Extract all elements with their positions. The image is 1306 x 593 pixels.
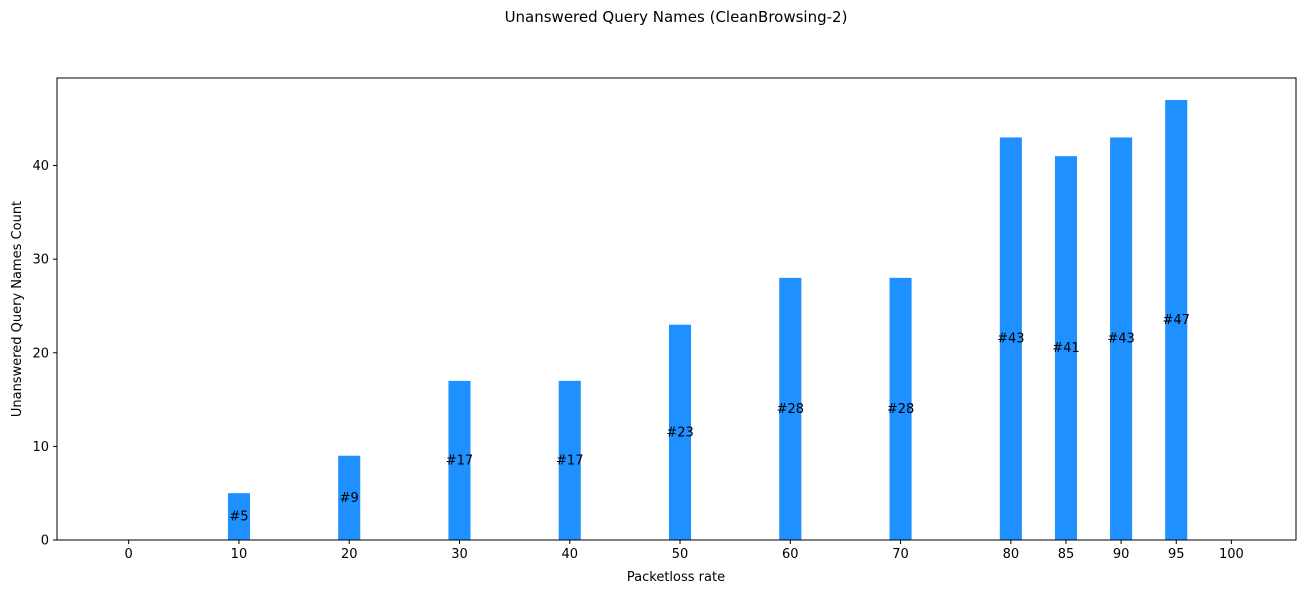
y-axis: 0 10 20 30 40	[32, 159, 57, 549]
bar-value-label: #41	[1052, 341, 1079, 356]
bar-10	[227, 493, 250, 540]
x-tick-label: 100	[1219, 547, 1244, 562]
x-tick-label: 0	[125, 547, 133, 562]
bar-20	[338, 455, 361, 540]
plot-frame	[56, 77, 1297, 541]
chart-title: Unanswered Query Names (CleanBrowsing-2)	[505, 8, 848, 26]
bar-95	[1165, 100, 1188, 540]
bar-value-label: #17	[556, 453, 583, 468]
y-tick-label: 20	[32, 346, 49, 361]
x-tick-label: 95	[1168, 547, 1185, 562]
x-tick-label: 50	[672, 547, 689, 562]
x-tick-label: 80	[1003, 547, 1020, 562]
x-tick-label: 90	[1113, 547, 1130, 562]
bar-value-label: #17	[446, 453, 473, 468]
x-tick-label: 10	[231, 547, 248, 562]
x-tick-label: 40	[561, 547, 578, 562]
y-tick-label: 10	[32, 440, 49, 455]
bar-value-label: #5	[229, 510, 248, 525]
x-tick-label: 70	[892, 547, 909, 562]
y-tick-label: 30	[32, 253, 49, 268]
bar-value-label: #28	[887, 402, 914, 417]
bar-value-label: #23	[666, 425, 693, 440]
bar-value-label: #9	[340, 491, 359, 506]
x-axis: 0 10 20 30 40 50 60 70 80 85 90 95 100	[125, 540, 1244, 562]
plot-area: #5 #9 #17 #17 #23 #28 #28 #43 #41 #43 #47	[227, 100, 1190, 540]
bar-50	[669, 324, 692, 540]
bar-80	[999, 137, 1022, 540]
bar-85	[1054, 156, 1078, 540]
x-tick-label: 20	[341, 547, 358, 562]
y-tick-label: 40	[32, 159, 49, 174]
bar-value-label: #47	[1163, 313, 1190, 328]
bar-70	[889, 277, 912, 540]
x-tick-label: 60	[782, 547, 799, 562]
bar-30	[448, 380, 471, 540]
bar-value-label: #43	[997, 332, 1024, 347]
y-tick-label: 0	[41, 534, 49, 549]
bar-value-label: #43	[1107, 332, 1134, 347]
x-axis-label: Packetloss rate	[627, 570, 725, 585]
bar-40	[558, 380, 581, 540]
bar-value-label: #28	[777, 402, 804, 417]
x-tick-label: 85	[1058, 547, 1075, 562]
x-tick-label: 30	[451, 547, 468, 562]
bar-60	[779, 277, 802, 540]
y-axis-label: Unanswered Query Names Count	[10, 201, 25, 417]
bar-90	[1110, 137, 1133, 540]
